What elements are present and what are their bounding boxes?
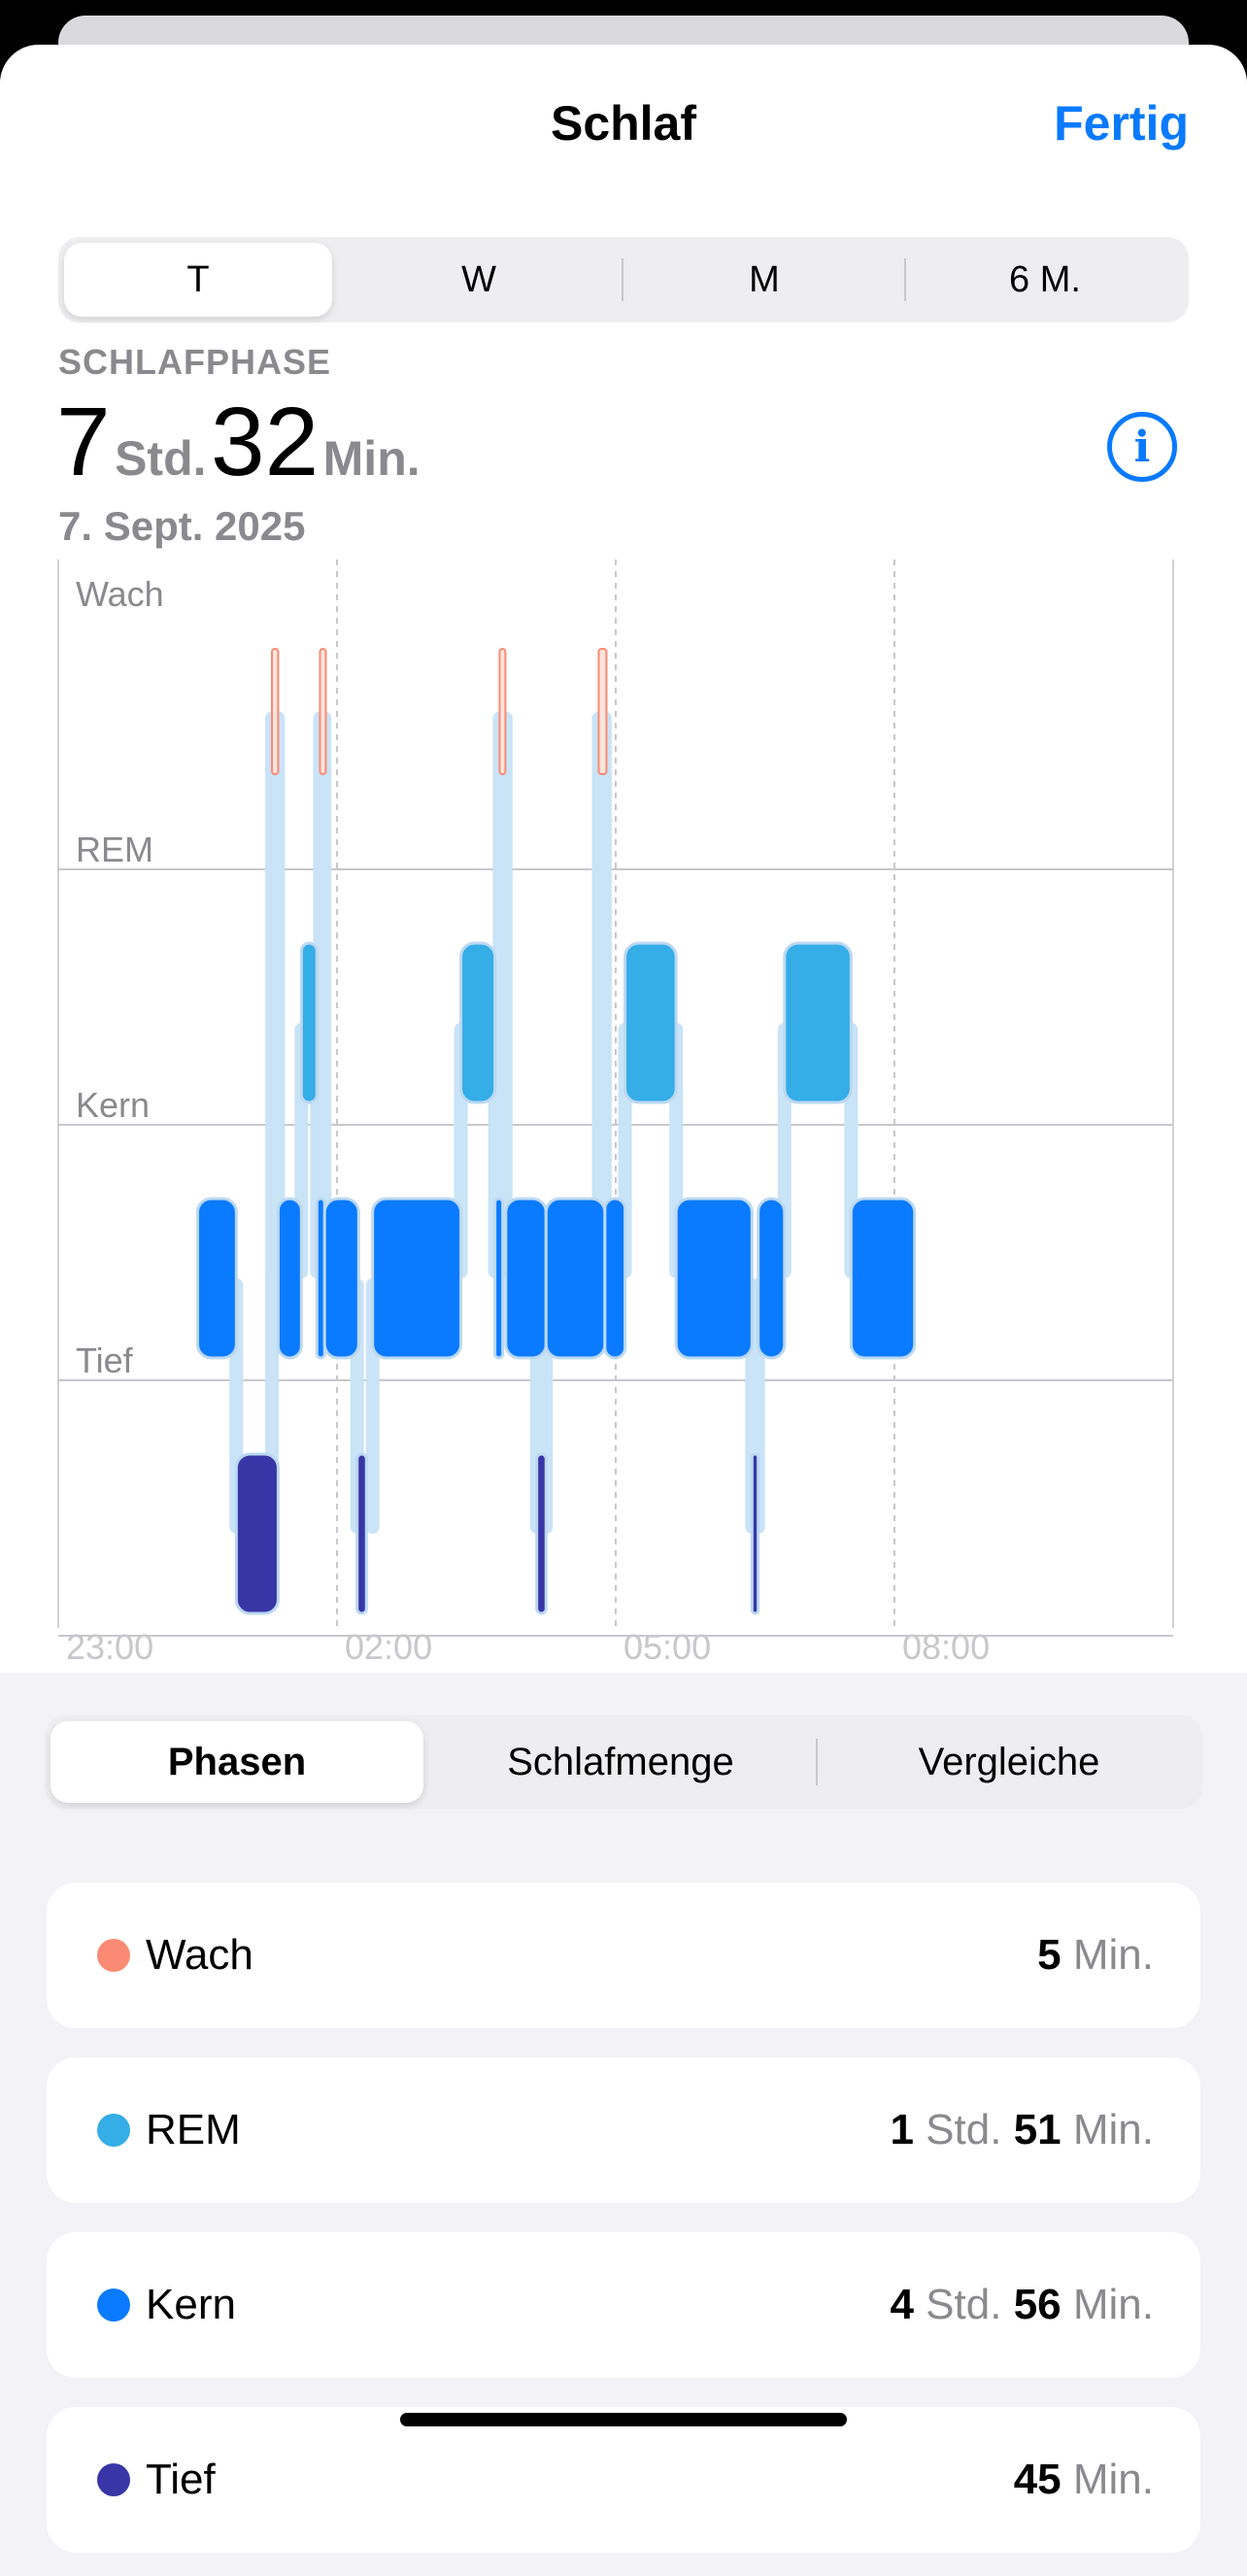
- sleep-segment-core: [322, 1197, 360, 1360]
- sleep-segment-deep: [234, 1452, 280, 1615]
- stage-name: REM: [146, 2106, 241, 2153]
- stage-transition-connector: [498, 711, 513, 1278]
- view-segmented-control: Phasen Schlafmenge Vergleiche: [45, 1715, 1202, 1809]
- stage-color-dot: [97, 2463, 130, 2496]
- sleep-segment-core: [544, 1197, 607, 1360]
- stage-duration: 1 Std. 51 Min.: [890, 2106, 1154, 2153]
- stage-name: Kern: [146, 2281, 236, 2328]
- stage-duration: 4 Std. 56 Min.: [890, 2281, 1154, 2328]
- sleep-segment-core: [276, 1197, 303, 1360]
- range-tab-week[interactable]: W: [461, 258, 496, 300]
- sleep-segment-deep: [750, 1452, 760, 1615]
- sleep-segment-rem: [299, 941, 319, 1104]
- stage-duration: 5 Min.: [1037, 1931, 1154, 1979]
- range-segmented-control: T W M 6 M.: [58, 237, 1189, 322]
- sleep-segment-core: [371, 1197, 463, 1360]
- stage-axis-label: Kern: [76, 1085, 150, 1125]
- info-icon[interactable]: i: [1107, 412, 1177, 482]
- stage-axis-label: Wach: [76, 574, 164, 614]
- stage-transition-connector: [318, 711, 332, 1278]
- duration-minutes: 32: [210, 388, 320, 496]
- total-sleep-duration: 7 Std. 32 Min.: [56, 387, 421, 498]
- chart-section: Schlaf Fertig T W M 6 M. SCHLAFPHASE 7 S…: [0, 45, 1247, 1673]
- page-title: Schlaf: [550, 96, 697, 151]
- stage-color-dot: [97, 2288, 130, 2322]
- range-tab-day[interactable]: T: [64, 243, 332, 317]
- view-tab-amount[interactable]: Schlafmenge: [507, 1740, 734, 1783]
- segment-divider: [816, 1739, 818, 1785]
- sleep-segment-core: [674, 1197, 754, 1360]
- sleep-segment-rem: [624, 941, 678, 1104]
- sleep-segment-rem: [783, 941, 853, 1104]
- sleep-segment-awake: [271, 648, 280, 775]
- stage-transition-connector: [597, 711, 612, 1278]
- stage-row-core[interactable]: Kern 4 Std. 56 Min.: [47, 2232, 1200, 2378]
- stage-color-dot: [97, 2114, 130, 2147]
- view-tab-comparisons[interactable]: Vergleiche: [918, 1740, 1100, 1783]
- stage-color-dot: [97, 1939, 130, 1972]
- sleep-segment-deep: [535, 1452, 548, 1615]
- stage-name: Wach: [146, 1931, 253, 1979]
- stage-section-label: SCHLAFPHASE: [58, 342, 332, 382]
- sleep-segment-core: [849, 1197, 917, 1360]
- stage-row-rem[interactable]: REM 1 Std. 51 Min.: [47, 2057, 1200, 2203]
- sleep-segment-core: [196, 1197, 238, 1360]
- sleep-segment-awake: [498, 648, 507, 775]
- stage-row-deep[interactable]: Tief 45 Min.: [47, 2407, 1200, 2553]
- range-tab-month[interactable]: M: [749, 258, 780, 300]
- sleep-segment-core: [493, 1197, 505, 1360]
- stage-axis-label: REM: [76, 830, 153, 869]
- segment-divider: [904, 258, 906, 301]
- stage-duration: 45 Min.: [1013, 2456, 1154, 2503]
- segment-divider: [622, 258, 624, 301]
- home-indicator: [400, 2413, 847, 2426]
- x-tick-label: 23:00: [66, 1627, 153, 1667]
- duration-minutes-unit: Min.: [322, 431, 421, 486]
- sleep-sheet: Schlaf Fertig T W M 6 M. SCHLAFPHASE 7 S…: [0, 45, 1247, 2576]
- sleep-segment-core: [757, 1197, 787, 1360]
- sleep-segment-awake: [319, 648, 327, 775]
- sleep-segment-core: [504, 1197, 548, 1360]
- sleep-stage-chart: 23:00 02:00 05:00 08:00 Wach REM Kern Tief: [57, 559, 1174, 1667]
- x-tick-label: 02:00: [345, 1627, 432, 1667]
- x-tick-label: 05:00: [624, 1627, 711, 1667]
- sleep-segment-deep: [355, 1452, 368, 1615]
- stage-name: Tief: [146, 2456, 216, 2503]
- duration-hours: 7: [56, 388, 111, 496]
- sleep-segment-core: [603, 1197, 627, 1360]
- sleep-date: 7. Sept. 2025: [58, 503, 306, 549]
- view-tab-phases[interactable]: Phasen: [51, 1721, 423, 1803]
- sleep-segment-rem: [459, 941, 497, 1104]
- x-tick-label: 08:00: [902, 1627, 990, 1667]
- stage-row-awake[interactable]: Wach 5 Min.: [47, 1882, 1200, 2028]
- duration-hours-unit: Std.: [115, 431, 207, 486]
- sleep-segment-awake: [597, 648, 608, 775]
- stage-transition-connectors: [229, 711, 859, 1534]
- stage-transition-connector: [271, 711, 286, 1278]
- done-button[interactable]: Fertig: [1054, 96, 1189, 151]
- range-tab-six-months[interactable]: 6 M.: [1009, 258, 1081, 300]
- stage-axis-label: Tief: [76, 1340, 134, 1380]
